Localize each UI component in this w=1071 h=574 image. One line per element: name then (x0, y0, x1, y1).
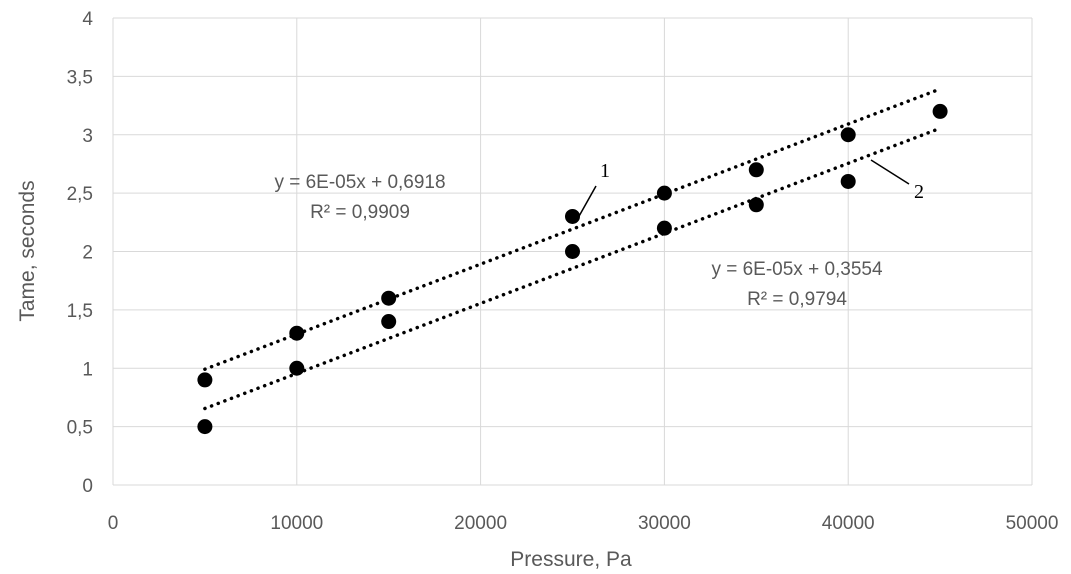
trendline-2-r2: R² = 0,9794 (747, 289, 847, 310)
y-tick-label: 0,5 (67, 418, 93, 439)
x-tick-label: 50000 (1006, 513, 1059, 534)
y-tick-label: 3 (82, 126, 93, 147)
y-tick-label: 2,5 (67, 184, 93, 205)
series-2-point (748, 197, 764, 213)
x-tick-label: 40000 (822, 513, 875, 534)
y-tick-label: 2 (82, 243, 93, 264)
data-points (197, 103, 948, 435)
series-1-point (656, 185, 672, 201)
trendline-1-r2: R² = 0,9909 (310, 202, 410, 223)
callout-2-leader (870, 159, 910, 185)
series-2-point (656, 220, 672, 236)
series-1-point (197, 372, 213, 388)
y-axis-ticks: 0 0,5 1 1,5 2 2,5 3 3,5 4 (67, 9, 94, 497)
callout-2-label: 2 (914, 181, 924, 203)
y-tick-label: 0 (82, 476, 93, 497)
trendline-1-equation: y = 6E-05x + 0,6918 (274, 172, 445, 193)
series-2-point (381, 314, 397, 330)
trendline-2-equation: y = 6E-05x + 0,3554 (711, 259, 883, 280)
series-1-point (748, 162, 764, 178)
y-axis-title: Tame, seconds (16, 180, 39, 321)
series-1-point (381, 290, 397, 306)
series-2-point (840, 173, 856, 189)
series-1-point (932, 103, 948, 119)
x-tick-label: 20000 (454, 513, 507, 534)
y-tick-label: 4 (82, 9, 93, 30)
series-1-point (289, 325, 305, 341)
series-2-point (565, 244, 580, 259)
x-axis-title: Pressure, Pa (510, 548, 632, 571)
x-axis-ticks: 0 10000 20000 30000 40000 50000 (108, 513, 1059, 534)
series-2-point (289, 360, 305, 376)
x-tick-label: 30000 (638, 513, 691, 534)
series-1-point (840, 127, 856, 143)
series-1-point (565, 208, 580, 224)
trendline-1 (203, 87, 942, 371)
series-2-point (197, 419, 213, 435)
y-tick-label: 1 (82, 359, 93, 380)
x-tick-label: 10000 (270, 513, 323, 534)
callout-1-label: 1 (600, 160, 610, 182)
y-tick-label: 3,5 (67, 67, 93, 88)
x-tick-label: 0 (108, 513, 119, 534)
callout-1-leader (577, 185, 597, 219)
y-tick-label: 1,5 (67, 301, 93, 322)
